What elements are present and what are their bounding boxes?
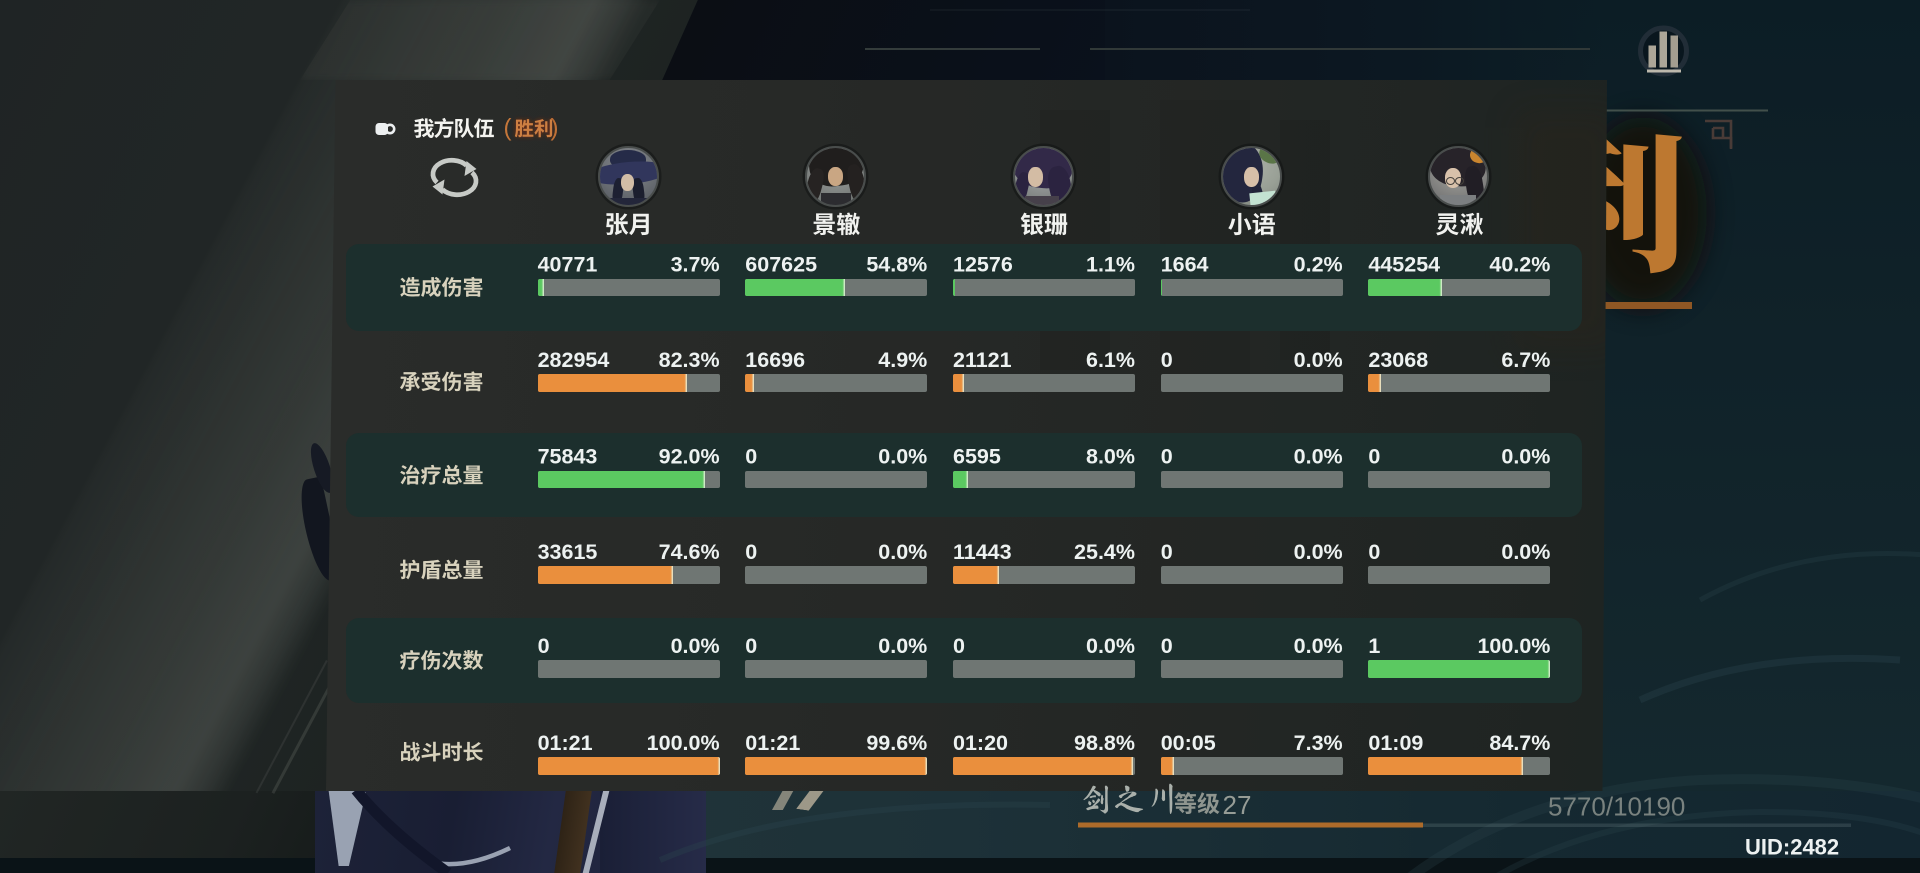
- svg-text:0.0%: 0.0%: [878, 540, 927, 564]
- svg-text:33615: 33615: [538, 540, 598, 564]
- svg-text:0.0%: 0.0%: [878, 634, 927, 658]
- svg-text:75843: 75843: [538, 445, 598, 469]
- svg-text:3.7%: 3.7%: [671, 253, 720, 277]
- svg-text:0.0%: 0.0%: [1086, 634, 1135, 658]
- svg-text:1664: 1664: [1161, 253, 1209, 277]
- svg-text:7.3%: 7.3%: [1294, 731, 1343, 755]
- svg-text:0: 0: [953, 634, 965, 658]
- svg-text:82.3%: 82.3%: [659, 348, 720, 372]
- svg-text:282954: 282954: [538, 348, 610, 372]
- svg-text:0.0%: 0.0%: [878, 445, 927, 469]
- svg-text:00:05: 00:05: [1161, 731, 1216, 755]
- svg-text:23068: 23068: [1368, 348, 1428, 372]
- svg-text:84.7%: 84.7%: [1489, 731, 1550, 755]
- svg-text:100.0%: 100.0%: [1477, 634, 1550, 658]
- svg-text:607625: 607625: [745, 253, 817, 277]
- svg-text:0.0%: 0.0%: [1501, 540, 1550, 564]
- svg-text:25.4%: 25.4%: [1074, 540, 1135, 564]
- svg-text:6.7%: 6.7%: [1501, 348, 1550, 372]
- svg-text:0: 0: [745, 445, 757, 469]
- svg-text:21121: 21121: [953, 348, 1012, 372]
- svg-text:0: 0: [1161, 445, 1173, 469]
- svg-text:0.0%: 0.0%: [1294, 348, 1343, 372]
- svg-text:4.9%: 4.9%: [878, 348, 927, 372]
- svg-text:5770/10190: 5770/10190: [1548, 792, 1685, 822]
- svg-text:01:21: 01:21: [538, 731, 593, 755]
- svg-text:UID:2482: UID:2482: [1745, 835, 1839, 860]
- svg-text:99.6%: 99.6%: [866, 731, 927, 755]
- svg-text:0.2%: 0.2%: [1294, 253, 1343, 277]
- svg-text:0: 0: [1161, 540, 1173, 564]
- svg-text:0.0%: 0.0%: [1294, 445, 1343, 469]
- svg-text:0: 0: [1161, 348, 1173, 372]
- svg-text:01:09: 01:09: [1368, 731, 1423, 755]
- svg-text:0.0%: 0.0%: [671, 634, 720, 658]
- svg-text:0: 0: [1368, 445, 1380, 469]
- svg-text:100.0%: 100.0%: [647, 731, 720, 755]
- svg-text:0.0%: 0.0%: [1294, 540, 1343, 564]
- svg-text:8.0%: 8.0%: [1086, 445, 1135, 469]
- svg-text:74.6%: 74.6%: [659, 540, 720, 564]
- svg-text:0: 0: [538, 634, 550, 658]
- svg-text:27: 27: [1223, 790, 1252, 820]
- svg-text:0: 0: [1368, 540, 1380, 564]
- svg-text:01:21: 01:21: [745, 731, 800, 755]
- svg-text:6595: 6595: [953, 445, 1001, 469]
- svg-text:1.1%: 1.1%: [1086, 253, 1135, 277]
- svg-text:40771: 40771: [538, 253, 598, 277]
- svg-text:445254: 445254: [1368, 253, 1440, 277]
- svg-text:0.0%: 0.0%: [1501, 445, 1550, 469]
- svg-text:54.8%: 54.8%: [866, 253, 927, 277]
- svg-text:98.8%: 98.8%: [1074, 731, 1135, 755]
- svg-text:(: (: [504, 115, 512, 142]
- svg-text:0: 0: [745, 540, 757, 564]
- svg-text:11443: 11443: [953, 540, 1012, 564]
- svg-text:0.0%: 0.0%: [1294, 634, 1343, 658]
- svg-text:0: 0: [1161, 634, 1173, 658]
- svg-text:92.0%: 92.0%: [659, 445, 720, 469]
- svg-text:1: 1: [1368, 634, 1380, 658]
- svg-text:12576: 12576: [953, 253, 1013, 277]
- svg-text:16696: 16696: [745, 348, 805, 372]
- svg-text:6.1%: 6.1%: [1086, 348, 1135, 372]
- svg-text:): ): [551, 115, 559, 142]
- svg-text:0: 0: [745, 634, 757, 658]
- svg-text:40.2%: 40.2%: [1489, 253, 1550, 277]
- svg-text:01:20: 01:20: [953, 731, 1008, 755]
